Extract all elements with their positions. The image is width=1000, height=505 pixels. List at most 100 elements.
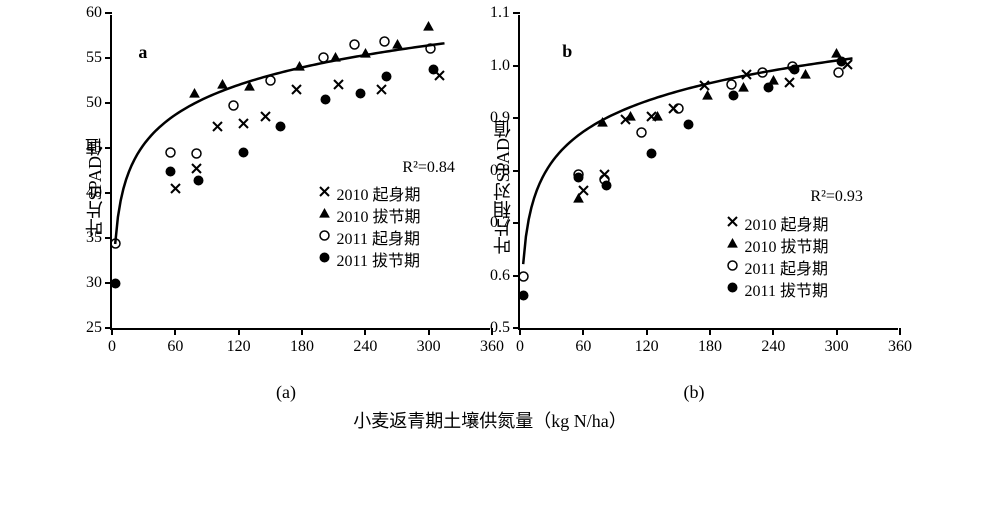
legend-row: 2011 拔节期: [721, 278, 829, 300]
xtick-label: 360: [888, 338, 912, 356]
ytick: [105, 102, 112, 104]
data-point: [518, 269, 529, 287]
ytick: [513, 170, 520, 172]
data-point: [349, 37, 360, 55]
legend-label: 2011 拔节期: [745, 277, 828, 301]
ytick-label: 0.9: [490, 109, 510, 127]
chart-row: 叶片SPAD值 06012018024030036025303540455055…: [10, 15, 970, 403]
ytick-label: 50: [86, 94, 102, 112]
xtick-label: 120: [227, 338, 251, 356]
ytick: [513, 327, 520, 329]
xtick: [709, 328, 711, 335]
data-point: [228, 98, 239, 116]
data-point: [330, 50, 341, 68]
ytick-label: 55: [86, 49, 102, 67]
data-point: [189, 86, 200, 104]
xtick: [238, 328, 240, 335]
chart-b-subcaption: (b): [684, 382, 705, 403]
data-point: [800, 67, 811, 85]
ytick: [105, 147, 112, 149]
legend-label: 2010 起身期: [337, 181, 421, 205]
xtick: [582, 328, 584, 335]
cross-icon: [313, 184, 337, 202]
data-point: [291, 82, 302, 100]
xtick: [836, 328, 838, 335]
openCircle-icon: [721, 258, 745, 276]
xtick-label: 120: [635, 338, 659, 356]
data-point: [379, 34, 390, 52]
triangle-icon: [313, 206, 337, 224]
xtick: [899, 328, 901, 335]
legend-row: 2010 起身期: [313, 182, 421, 204]
legend-label: 2010 拔节期: [337, 203, 421, 227]
ytick-label: 35: [86, 229, 102, 247]
ytick: [105, 327, 112, 329]
filledCircle-icon: [313, 250, 337, 268]
xtick-label: 360: [480, 338, 504, 356]
xtick-label: 60: [167, 338, 183, 356]
ytick-label: 25: [86, 319, 102, 337]
legend-row: 2010 拔节期: [313, 204, 421, 226]
xtick-label: 60: [575, 338, 591, 356]
data-point: [110, 276, 121, 294]
data-point: [360, 46, 371, 64]
figure-container: 叶片SPAD值 06012018024030036025303540455055…: [10, 15, 970, 433]
legend-label: 2011 起身期: [745, 255, 828, 279]
legend-row: 2011 起身期: [721, 256, 829, 278]
ytick: [513, 117, 520, 119]
data-point: [170, 181, 181, 199]
chart-a-subcaption: (a): [276, 382, 296, 403]
legend: 2010 起身期2010 拔节期2011 起身期2011 拔节期: [721, 212, 829, 300]
data-point: [165, 145, 176, 163]
ytick-label: 30: [86, 274, 102, 292]
xtick-label: 300: [825, 338, 849, 356]
ytick-label: 45: [86, 139, 102, 157]
r-squared-label: R²=0.93: [810, 188, 863, 206]
ytick: [513, 12, 520, 14]
ytick: [105, 57, 112, 59]
data-point: [738, 80, 749, 98]
ytick-label: 0.7: [490, 214, 510, 232]
xtick: [646, 328, 648, 335]
ytick-label: 0.6: [490, 267, 510, 285]
ytick-label: 40: [86, 184, 102, 202]
xtick-label: 300: [417, 338, 441, 356]
xtick: [111, 328, 113, 335]
data-point: [573, 170, 584, 188]
data-point: [423, 19, 434, 37]
xtick: [301, 328, 303, 335]
filledCircle-icon: [721, 280, 745, 298]
data-point: [425, 41, 436, 59]
data-point: [318, 50, 329, 68]
ytick-label: 0.5: [490, 319, 510, 337]
chart-b-wrapper: 叶片相对SPAD值 0601201802403003600.50.60.70.8…: [490, 15, 898, 403]
data-point: [244, 79, 255, 97]
xtick: [772, 328, 774, 335]
data-point: [428, 62, 439, 80]
r-squared-label: R²=0.84: [402, 159, 455, 177]
data-point: [238, 116, 249, 134]
data-point: [573, 191, 584, 209]
data-point: [636, 125, 647, 143]
data-point: [212, 119, 223, 137]
legend-row: 2011 拔节期: [313, 248, 421, 270]
legend-row: 2010 起身期: [721, 212, 829, 234]
chart-a-wrapper: 叶片SPAD值 06012018024030036025303540455055…: [82, 15, 490, 403]
data-point: [260, 109, 271, 127]
ytick: [513, 222, 520, 224]
xtick: [174, 328, 176, 335]
legend-label: 2010 起身期: [745, 211, 829, 235]
data-point: [683, 117, 694, 135]
legend-label: 2010 拔节期: [745, 233, 829, 257]
data-point: [191, 146, 202, 164]
data-point: [597, 115, 608, 133]
data-point: [518, 288, 529, 306]
data-point: [789, 62, 800, 80]
data-point: [702, 88, 713, 106]
data-point: [601, 178, 612, 196]
data-point: [333, 77, 344, 95]
data-point: [392, 37, 403, 55]
data-point: [763, 80, 774, 98]
panel-letter: b: [562, 41, 572, 62]
data-point: [836, 54, 847, 72]
